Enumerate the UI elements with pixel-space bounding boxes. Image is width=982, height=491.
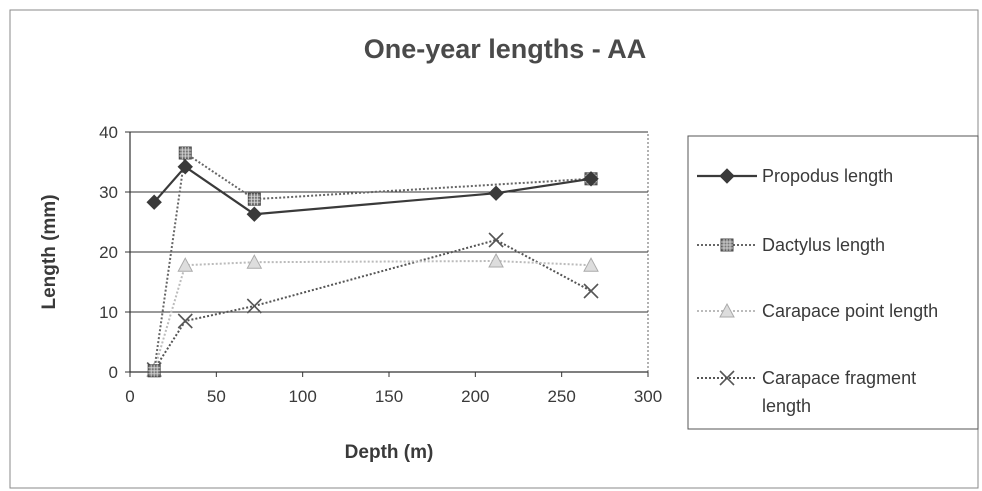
x-tick-label: 100 [288,387,316,406]
legend-label: Carapace point length [762,301,938,321]
data-point [147,364,161,378]
series-line [153,151,592,371]
y-axis-label: Length (mm) [39,194,60,309]
data-point [178,146,192,160]
x-tick-label: 50 [207,387,226,406]
legend-marker [719,370,735,386]
legend-label: Propodus length [762,166,893,186]
data-point [583,283,599,299]
legend: Propodus length Dactylus length Carapace p… [697,166,938,416]
y-tick-label: 30 [99,183,118,202]
x-axis-ticks: 0 50 100 150 200 250 300 [125,372,662,406]
data-point [583,257,599,272]
data-point [488,185,504,201]
y-tick-label: 10 [99,303,118,322]
data-point [488,232,504,248]
x-axis-label: Depth (m) [345,442,434,463]
y-tick-label: 20 [99,243,118,262]
x-tick-label: 300 [634,387,662,406]
data-point [246,298,262,314]
legend-label: Dactylus length [762,235,885,255]
legend-box [687,135,979,430]
x-tick-label: 200 [461,387,489,406]
data-point [146,194,162,210]
legend-item: Carapace point length [697,301,938,321]
series-layer [146,146,599,378]
x-tick-label: 0 [125,387,134,406]
legend-marker [720,238,734,252]
data-point [247,192,261,206]
gridlines [130,131,648,313]
x-tick-label: 150 [375,387,403,406]
data-point [246,254,263,269]
y-axis-ticks: 0 10 20 30 40 [99,123,130,382]
legend-item: Propodus length [697,166,893,186]
series-line [153,259,592,371]
y-tick-label: 0 [109,363,118,382]
chart-title: One-year lengths - AA [364,34,647,64]
series-propodus-length [146,159,599,222]
x-tick-label: 250 [547,387,575,406]
data-point [177,313,193,329]
y-tick-label: 40 [99,123,118,142]
legend-marker [719,302,735,318]
data-point [177,257,194,272]
legend-marker [719,168,735,184]
data-point [488,252,504,268]
legend-item: Dactylus length [697,235,885,255]
legend-item: Carapace fragment length [697,368,916,416]
legend-label: Carapace fragment length [762,368,916,416]
data-point [583,171,599,187]
data-point [177,159,193,175]
data-point [246,206,263,222]
